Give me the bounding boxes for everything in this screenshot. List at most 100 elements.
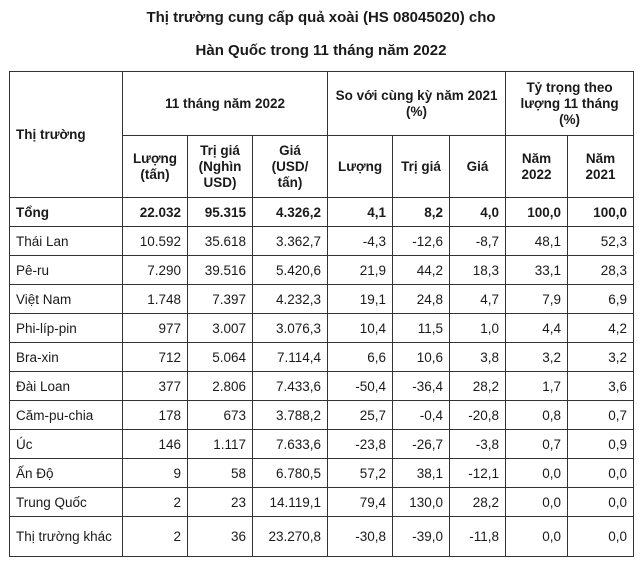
cell-price: 7.114,4 bbox=[251, 342, 329, 372]
cell-price: 7.433,6 bbox=[251, 371, 329, 401]
cell-volume: 10.592 bbox=[122, 226, 188, 256]
cell-price: 6.780,5 bbox=[251, 458, 329, 488]
cell-market: Trung Quốc bbox=[9, 487, 123, 517]
table-row: Đài Loan 377 2.806 7.433,6 -50,4 -36,4 28,2 1,7… bbox=[9, 371, 635, 401]
cell-chg-volume: -23,8 bbox=[327, 429, 394, 459]
table-row: Bra-xin 712 5.064 7.114,4 6,6 10,6 3,8 3,2 3,2 bbox=[9, 342, 635, 372]
cell-price: 4.326,2 bbox=[251, 197, 329, 227]
cell-value: 35.618 bbox=[187, 226, 253, 256]
table-title-line-1: Thị trường cung cấp quả xoài (HS 0804502… bbox=[146, 9, 496, 26]
cell-volume: 977 bbox=[122, 313, 188, 343]
cell-chg-price: 1,0 bbox=[449, 313, 507, 343]
cell-value: 95.315 bbox=[187, 197, 253, 227]
cell-share-2021: 0,0 bbox=[567, 487, 635, 517]
cell-chg-value: 8,2 bbox=[392, 197, 451, 227]
cell-chg-value: 24,8 bbox=[392, 284, 451, 314]
cell-price: 14.119,1 bbox=[251, 487, 329, 517]
cell-chg-volume: 10,4 bbox=[327, 313, 394, 343]
cell-share-2021: 0,9 bbox=[567, 429, 635, 459]
cell-share-2022: 0,0 bbox=[505, 516, 569, 557]
cell-market: Thị trường khác bbox=[9, 516, 123, 557]
cell-market: Pê-ru bbox=[9, 255, 123, 285]
cell-value: 1.117 bbox=[187, 429, 253, 459]
cell-chg-value: 11,5 bbox=[392, 313, 451, 343]
cell-chg-volume: -50,4 bbox=[327, 371, 394, 401]
cell-chg-value: -36,4 bbox=[392, 371, 451, 401]
cell-chg-price: 18,3 bbox=[449, 255, 507, 285]
cell-chg-value: -39,0 bbox=[392, 516, 451, 557]
cell-price: 7.633,6 bbox=[251, 429, 329, 459]
table-row-total: Tổng 22.032 95.315 4.326,2 4,1 8,2 4,0 100,0 100… bbox=[9, 197, 635, 227]
table-row: Căm-pu-chia 178 673 3.788,2 25,7 -0,4 -20,8 0,8… bbox=[9, 400, 635, 430]
cell-value: 2.806 bbox=[187, 371, 253, 401]
cell-chg-value: 10,6 bbox=[392, 342, 451, 372]
cell-chg-price: -3,8 bbox=[449, 429, 507, 459]
table-row: Trung Quốc 2 23 14.119,1 79,4 130,0 28,2 0,0 0,0 bbox=[9, 487, 635, 517]
header-share-2021: Năm 2021 bbox=[567, 135, 635, 198]
cell-chg-volume: 57,2 bbox=[327, 458, 394, 488]
cell-chg-value: 38,1 bbox=[392, 458, 451, 488]
table-row: Phi-líp-pin 977 3.007 3.076,3 10,4 11,5 1,0 4,4… bbox=[9, 313, 635, 343]
cell-chg-volume: 21,9 bbox=[327, 255, 394, 285]
cell-share-2021: 100,0 bbox=[567, 197, 635, 227]
cell-value: 39.516 bbox=[187, 255, 253, 285]
header-chg-volume: Lượng bbox=[327, 135, 394, 198]
cell-chg-price: -12,1 bbox=[449, 458, 507, 488]
cell-volume: 146 bbox=[122, 429, 188, 459]
cell-share-2022: 0,0 bbox=[505, 458, 569, 488]
cell-volume: 712 bbox=[122, 342, 188, 372]
table-body: Tổng 22.032 95.315 4.326,2 4,1 8,2 4,0 100,0 100… bbox=[9, 197, 635, 557]
mango-suppliers-table: Thị trường 11 tháng năm 2022 So với cùng… bbox=[9, 71, 635, 557]
cell-chg-value: -26,7 bbox=[392, 429, 451, 459]
cell-share-2022: 4,4 bbox=[505, 313, 569, 343]
cell-share-2021: 0,7 bbox=[567, 400, 635, 430]
cell-share-2021: 52,3 bbox=[567, 226, 635, 256]
cell-share-2022: 100,0 bbox=[505, 197, 569, 227]
cell-share-2021: 0,0 bbox=[567, 516, 635, 557]
table-title-line-2: Hàn Quốc trong 11 tháng năm 2022 bbox=[195, 42, 447, 59]
cell-share-2021: 3,2 bbox=[567, 342, 635, 372]
table-row: Thái Lan 10.592 35.618 3.362,7 -4,3 -12,6 -8,7… bbox=[9, 226, 635, 256]
cell-market: Căm-pu-chia bbox=[9, 400, 123, 430]
cell-price: 3.362,7 bbox=[251, 226, 329, 256]
header-yoy-change: So với cùng kỳ năm 2021 (%) bbox=[327, 71, 507, 136]
cell-share-2022: 33,1 bbox=[505, 255, 569, 285]
header-market: Thị trường bbox=[9, 71, 123, 198]
cell-chg-price: 4,0 bbox=[449, 197, 507, 227]
cell-volume: 377 bbox=[122, 371, 188, 401]
cell-chg-value: 130,0 bbox=[392, 487, 451, 517]
cell-share-2021: 6,9 bbox=[567, 284, 635, 314]
cell-value: 36 bbox=[187, 516, 253, 557]
cell-market: Thái Lan bbox=[9, 226, 123, 256]
cell-market: Úc bbox=[9, 429, 123, 459]
cell-chg-price: 4,7 bbox=[449, 284, 507, 314]
cell-share-2022: 0,7 bbox=[505, 429, 569, 459]
cell-volume: 7.290 bbox=[122, 255, 188, 285]
cell-chg-price: -11,8 bbox=[449, 516, 507, 557]
cell-price: 3.076,3 bbox=[251, 313, 329, 343]
cell-chg-value: -0,4 bbox=[392, 400, 451, 430]
cell-share-2021: 4,2 bbox=[567, 313, 635, 343]
cell-price: 5.420,6 bbox=[251, 255, 329, 285]
cell-chg-volume: 79,4 bbox=[327, 487, 394, 517]
cell-market: Tổng bbox=[9, 197, 123, 227]
table-row: Pê-ru 7.290 39.516 5.420,6 21,9 44,2 18,3 33,1 2… bbox=[9, 255, 635, 285]
cell-share-2021: 3,6 bbox=[567, 371, 635, 401]
cell-chg-value: -12,6 bbox=[392, 226, 451, 256]
cell-chg-volume: 25,7 bbox=[327, 400, 394, 430]
cell-chg-volume: 4,1 bbox=[327, 197, 394, 227]
cell-value: 23 bbox=[187, 487, 253, 517]
cell-volume: 22.032 bbox=[122, 197, 188, 227]
cell-chg-volume: -30,8 bbox=[327, 516, 394, 557]
cell-volume: 2 bbox=[122, 487, 188, 517]
cell-price: 3.788,2 bbox=[251, 400, 329, 430]
cell-market: Việt Nam bbox=[9, 284, 123, 314]
table-row: Thị trường khác 2 36 23.270,8 -30,8 -39,0 -11,… bbox=[9, 516, 635, 557]
cell-chg-volume: 19,1 bbox=[327, 284, 394, 314]
cell-chg-volume: -4,3 bbox=[327, 226, 394, 256]
cell-share-2022: 48,1 bbox=[505, 226, 569, 256]
cell-market: Bra-xin bbox=[9, 342, 123, 372]
cell-share-2022: 7,9 bbox=[505, 284, 569, 314]
cell-market: Ấn Độ bbox=[9, 458, 123, 488]
header-price: Giá (USD/ tấn) bbox=[251, 135, 329, 198]
